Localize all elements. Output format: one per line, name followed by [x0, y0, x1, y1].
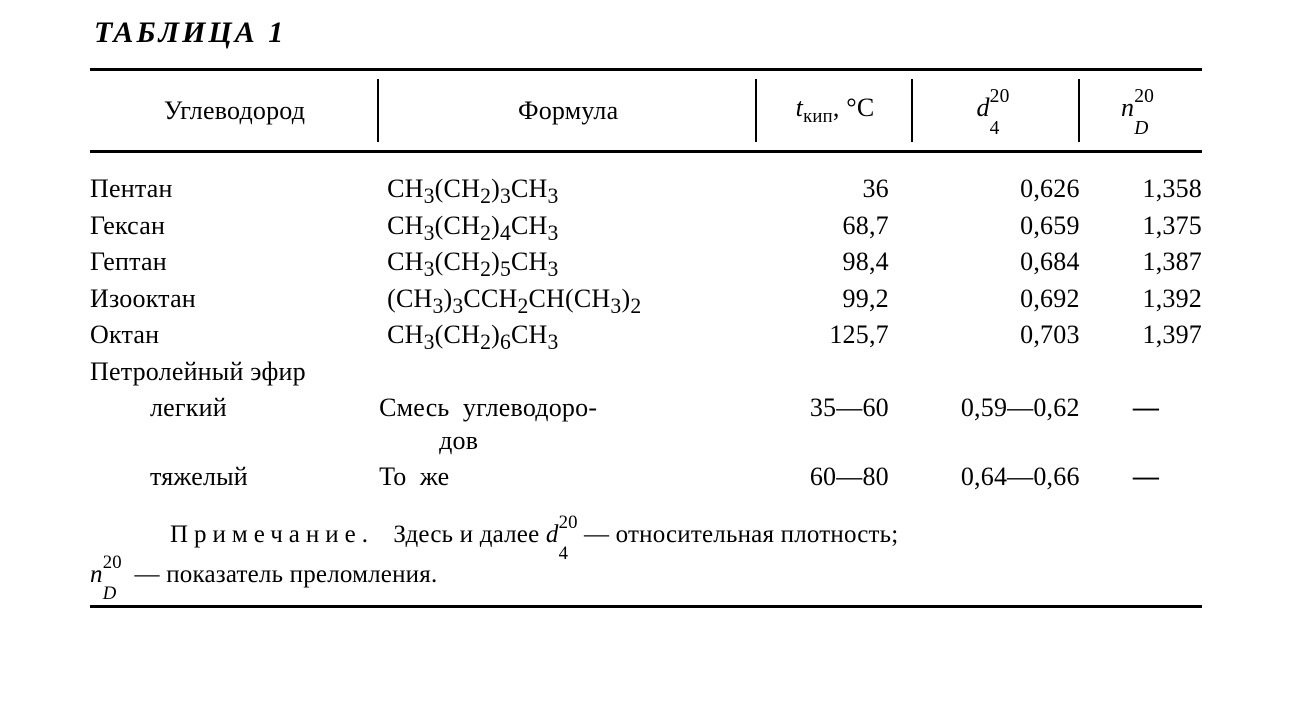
page: ТАБЛИЦА 1 Углеводород Формула tкип, °C d… [0, 0, 1292, 608]
table-row: легкийСмесь углеводоро-дов35—600,59—0,62… [90, 390, 1202, 459]
cell-name: Гексан [90, 208, 379, 245]
cell-tboil: 68,7 [757, 208, 913, 245]
header-row: Углеводород Формула tкип, °C d00204 n002… [90, 70, 1202, 152]
cell-name: Октан [90, 317, 379, 354]
th-formula: Формула [379, 70, 757, 152]
note-text-1b: — относительная плотность; [584, 521, 898, 548]
cell-formula: То же [379, 459, 757, 496]
table-row: ГептанCH3(CH2)5CH398,40,6841,387 [90, 244, 1202, 281]
cell-tboil: 60—80 [757, 459, 913, 496]
cell-nd: — [1080, 390, 1202, 459]
th-d4-20: d00204 [913, 70, 1080, 152]
th-n-sup: 20 [1134, 87, 1154, 107]
cell-d4: 0,626 [913, 152, 1080, 208]
cell-formula: CH3(CH2)4CH3 [379, 208, 757, 245]
cell-group-header: Петролейный эфир [90, 354, 1202, 391]
th-d-sub: 4 [990, 119, 1000, 139]
cell-d4: 0,703 [913, 317, 1080, 354]
cell-d4: 0,59—0,62 [913, 390, 1080, 459]
th-nd-20: n0020D [1080, 70, 1202, 152]
cell-d4: 0,684 [913, 244, 1080, 281]
th-d-sup: 20 [990, 87, 1010, 107]
note-lead: Примечание. [170, 521, 374, 548]
table-title: ТАБЛИЦА 1 [94, 16, 1202, 50]
th-n-symbol: n [1121, 93, 1134, 122]
cell-nd: — [1080, 459, 1202, 496]
footnote-line-1: Примечание. Здесь и далее d00204— относи… [170, 516, 1202, 554]
th-d-symbol: d [976, 93, 989, 122]
cell-tboil: 36 [757, 152, 913, 208]
note-n-sup: 20 [103, 554, 122, 573]
cell-nd: 1,375 [1080, 208, 1202, 245]
bottom-rule [90, 605, 1202, 608]
th-t-symbol: t [796, 93, 803, 122]
cell-d4: 0,692 [913, 281, 1080, 318]
cell-tboil: 98,4 [757, 244, 913, 281]
cell-formula: CH3(CH2)3CH3 [379, 152, 757, 208]
th-t-sub: кип [803, 106, 833, 127]
note-text-2: — показатель преломления. [128, 561, 437, 588]
table-row: Изооктан(CH3)3CCH2CH(CH3)299,20,6921,392 [90, 281, 1202, 318]
cell-nd: 1,358 [1080, 152, 1202, 208]
cell-nd: 1,392 [1080, 281, 1202, 318]
cell-formula: Смесь углеводоро-дов [379, 390, 757, 459]
th-n-sub: D [1134, 119, 1148, 139]
cell-tboil: 125,7 [757, 317, 913, 354]
table-row: тяжелыйТо же60—800,64—0,66— [90, 459, 1202, 496]
note-text-1a: Здесь и далее [393, 521, 545, 548]
cell-formula: CH3(CH2)5CH3 [379, 244, 757, 281]
cell-name: Гептан [90, 244, 379, 281]
th-tboil: tкип, °C [757, 70, 913, 152]
cell-name: Изооктан [90, 281, 379, 318]
table-body: ПентанCH3(CH2)3CH3360,6261,358ГексанCH3(… [90, 152, 1202, 496]
table-row-group-header: Петролейный эфир [90, 354, 1202, 391]
cell-formula: (CH3)3CCH2CH(CH3)2 [379, 281, 757, 318]
note-d-symbol: d [546, 521, 559, 548]
cell-nd: 1,397 [1080, 317, 1202, 354]
note-n-symbol: n [90, 561, 103, 588]
th-t-unit: , °C [833, 93, 875, 122]
table-row: ОктанCH3(CH2)6CH3125,70,7031,397 [90, 317, 1202, 354]
cell-nd: 1,387 [1080, 244, 1202, 281]
note-d-sub: 4 [559, 545, 569, 564]
note-n-sub: D [103, 585, 117, 604]
footnote-line-2: n0020D — показатель преломления. [90, 561, 1202, 593]
cell-d4: 0,659 [913, 208, 1080, 245]
cell-d4: 0,64—0,66 [913, 459, 1080, 496]
table-row: ПентанCH3(CH2)3CH3360,6261,358 [90, 152, 1202, 208]
cell-tboil: 35—60 [757, 390, 913, 459]
cell-tboil: 99,2 [757, 281, 913, 318]
cell-name: тяжелый [90, 459, 379, 496]
cell-formula: CH3(CH2)6CH3 [379, 317, 757, 354]
th-hydrocarbon: Углеводород [90, 70, 379, 152]
cell-name: легкий [90, 390, 379, 459]
table-row: ГексанCH3(CH2)4CH368,70,6591,375 [90, 208, 1202, 245]
note-d-sup: 20 [559, 514, 578, 533]
cell-name: Пентан [90, 152, 379, 208]
data-table: Углеводород Формула tкип, °C d00204 n002… [90, 68, 1202, 496]
